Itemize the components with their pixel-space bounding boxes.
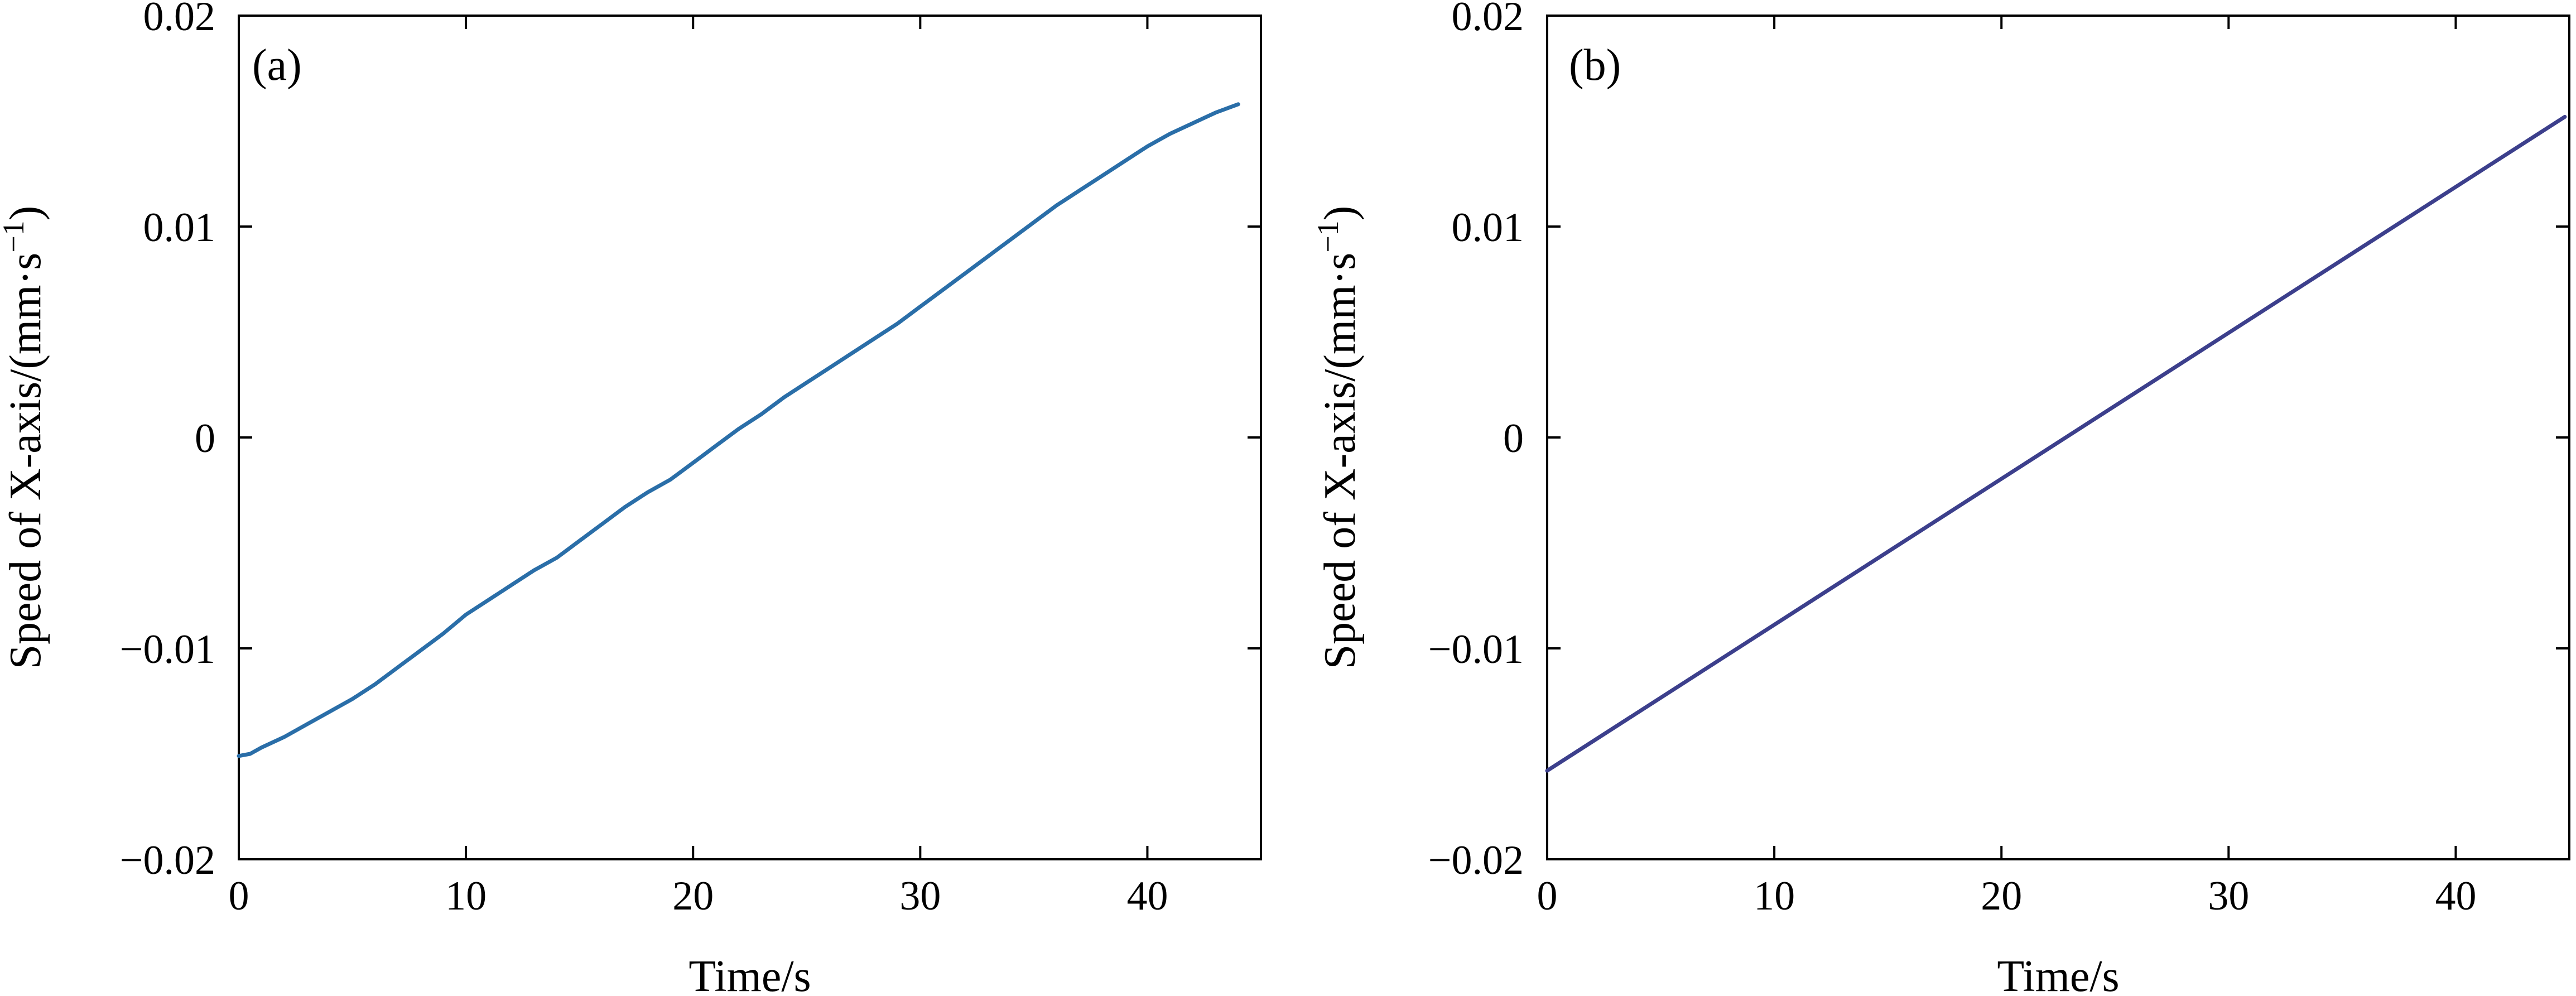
panel-b: (b) Time/s Speed of X-axis/(mm·s−1) 0 10 2… <box>1311 0 2570 996</box>
y-tick-label: 0 <box>1503 416 1524 461</box>
y-tick-label: −0.01 <box>120 627 215 672</box>
y-axis-title-close: ) <box>1316 206 1365 221</box>
y-axis-title-main: Speed of X-axis/(mm·s <box>1316 253 1365 670</box>
x-tick-label: 10 <box>445 873 487 919</box>
x-tick-label: 30 <box>2208 873 2249 919</box>
x-tick-label: 30 <box>899 873 941 919</box>
y-tick-label: −0.02 <box>120 838 215 883</box>
panel-label: (b) <box>1569 41 1621 90</box>
panel-label: (a) <box>252 41 302 90</box>
x-tick-label: 20 <box>672 873 714 919</box>
x-tick-label: 0 <box>1537 873 1558 919</box>
series-group <box>1545 114 2567 773</box>
y-tick-label: −0.01 <box>1428 627 1524 672</box>
y-tick-label: 0.02 <box>1452 0 1524 40</box>
y-tick-label: 0.01 <box>1452 205 1524 251</box>
series-line-1 <box>1545 114 2567 773</box>
plot-frame <box>238 15 1262 860</box>
series-line-1 <box>237 102 1240 758</box>
y-tick-label: 0.01 <box>143 205 216 251</box>
series-group <box>237 102 1240 758</box>
y-axis-title: Speed of X-axis/(mm·s−1) <box>0 206 50 670</box>
panel-a: (a) Time/s Speed of X-axis/(mm·s−1) 0 10 2… <box>0 0 1262 996</box>
axis-ticks: 0 10 20 30 40 −0.02 −0.01 0 0.01 0.02 <box>1428 0 2569 919</box>
y-axis-title: Speed of X-axis/(mm·s−1) <box>1311 206 1365 670</box>
x-tick-label: 10 <box>1754 873 1795 919</box>
y-axis-title-superscript: −1 <box>0 220 30 252</box>
x-tick-label: 40 <box>2435 873 2476 919</box>
x-axis-title: Time/s <box>688 952 811 996</box>
x-tick-label: 20 <box>1981 873 2022 919</box>
y-axis-title-superscript: −1 <box>1311 220 1345 252</box>
y-tick-label: −0.02 <box>1428 838 1524 883</box>
axis-ticks: 0 10 20 30 40 −0.02 −0.01 0 0.01 0.02 <box>120 0 1261 919</box>
x-tick-label: 0 <box>229 873 249 919</box>
y-tick-label: 0 <box>195 416 215 461</box>
y-axis-title-main: Speed of X-axis/(mm·s <box>1 253 50 670</box>
y-tick-label: 0.02 <box>143 0 216 40</box>
x-tick-label: 40 <box>1126 873 1168 919</box>
y-axis-title-close: ) <box>1 206 50 221</box>
plot-frame <box>1546 15 2570 860</box>
x-axis-title: Time/s <box>1997 952 2119 996</box>
